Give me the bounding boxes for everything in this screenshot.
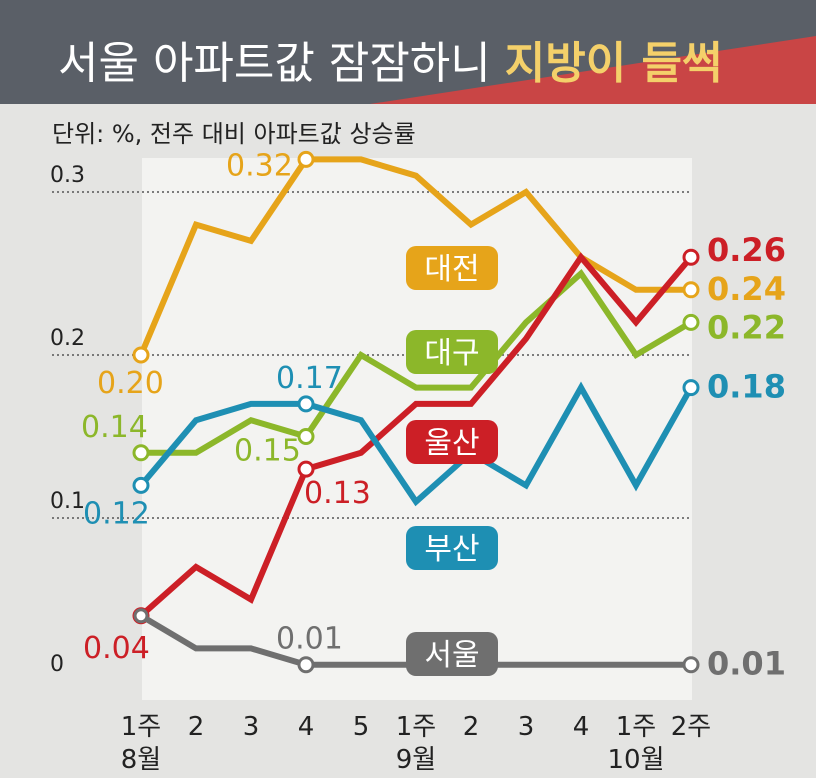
legend-tag-5: 서울 <box>406 632 498 676</box>
y-tick-label: 0.2 <box>50 326 85 351</box>
series-line-3 <box>138 252 694 619</box>
data-label: 0.20 <box>97 366 164 401</box>
series-point-2 <box>682 313 700 331</box>
y-axis-ticks: 0 0.1 0.2 0.3 <box>50 163 85 677</box>
series-point-1 <box>132 346 150 364</box>
data-label: 0.22 <box>707 308 786 346</box>
legend-tag-box <box>406 246 498 290</box>
x-tick-label: 3 <box>243 712 260 742</box>
data-label: 0.32 <box>226 148 293 183</box>
month-label: 8월 <box>121 745 161 775</box>
series-point-1 <box>682 281 700 299</box>
x-tick-label: 2 <box>188 712 205 742</box>
legend-tag-box <box>406 526 498 570</box>
x-tick-label: 3 <box>518 712 535 742</box>
month-label: 9월 <box>396 745 436 775</box>
x-axis-ticks: 1주 2 3 4 5 1주 2 3 4 1주 2주 8월 9월 10월 <box>121 712 711 775</box>
x-tick-label: 1주 <box>396 712 436 742</box>
title-part-yellow: 지방이 들썩 <box>505 38 723 89</box>
data-label: 0.13 <box>304 476 371 511</box>
series-point-5 <box>297 656 315 674</box>
chart-subtitle: 단위: %, 전주 대비 아파트값 상승률 <box>52 120 416 148</box>
series-point-2 <box>132 444 150 462</box>
series-lines <box>132 150 700 674</box>
series-point-4 <box>297 395 315 413</box>
legend-tag-1: 대전 <box>406 246 498 290</box>
legend-tag-box <box>406 632 498 676</box>
series-point-3 <box>682 248 700 266</box>
x-tick-label: 2 <box>463 712 480 742</box>
legend-label: 부산 <box>424 532 479 567</box>
data-label: 0.17 <box>276 361 343 396</box>
x-tick-label: 2주 <box>671 712 711 742</box>
month-label: 10월 <box>607 745 664 775</box>
series-point-3 <box>297 460 315 478</box>
y-tick-label: 0 <box>50 652 64 677</box>
series-point-5 <box>133 608 149 624</box>
x-tick-label: 1주 <box>121 712 161 742</box>
x-tick-label: 5 <box>353 712 370 742</box>
data-labels: 0.20 0.32 0.24 0.14 0.15 0.22 0.04 0.13 0.26 0.12… <box>81 148 786 682</box>
series-line-4 <box>138 381 694 507</box>
legend-tag-box <box>406 330 498 374</box>
x-tick-label: 4 <box>573 712 590 742</box>
series-point-4 <box>132 476 150 494</box>
series-line-2 <box>138 268 694 456</box>
data-label: 0.24 <box>707 270 786 308</box>
page-title: 서울 아파트값 잠잠하니 지방이 들썩 <box>58 38 722 89</box>
legend-tag-box <box>406 420 498 464</box>
legend-tag-2: 대구 <box>406 330 498 374</box>
y-tick-label: 0.1 <box>50 489 85 514</box>
title-part-white: 서울 아파트값 잠잠하니 <box>58 38 505 89</box>
header-red-stripe <box>370 36 816 104</box>
data-label: 0.01 <box>276 622 343 657</box>
legend-label: 서울 <box>424 638 479 673</box>
data-label: 0.12 <box>83 496 150 531</box>
y-tick-label: 0.3 <box>50 163 85 188</box>
legend-label: 대구 <box>424 336 479 371</box>
data-label: 0.18 <box>707 368 786 406</box>
gridlines <box>52 191 692 519</box>
series-point-4 <box>682 379 700 397</box>
legend-tag-4: 부산 <box>406 526 498 570</box>
data-label: 0.26 <box>707 231 786 269</box>
legend-tag-3: 울산 <box>406 420 498 464</box>
series-point-2 <box>297 428 315 445</box>
data-label: 0.15 <box>234 434 301 469</box>
legend-label: 대전 <box>424 252 479 287</box>
x-tick-label: 1주 <box>616 712 656 742</box>
data-label: 0.04 <box>83 631 150 666</box>
series-point-1 <box>297 150 315 168</box>
data-label: 0.01 <box>707 645 786 683</box>
x-tick-label: 4 <box>298 712 315 742</box>
data-label: 0.14 <box>81 410 148 445</box>
series-line-1 <box>138 156 694 358</box>
series-point-5 <box>682 656 700 674</box>
header-banner: 서울 아파트값 잠잠하니 지방이 들썩 <box>0 0 816 104</box>
legend-label: 울산 <box>424 426 479 461</box>
